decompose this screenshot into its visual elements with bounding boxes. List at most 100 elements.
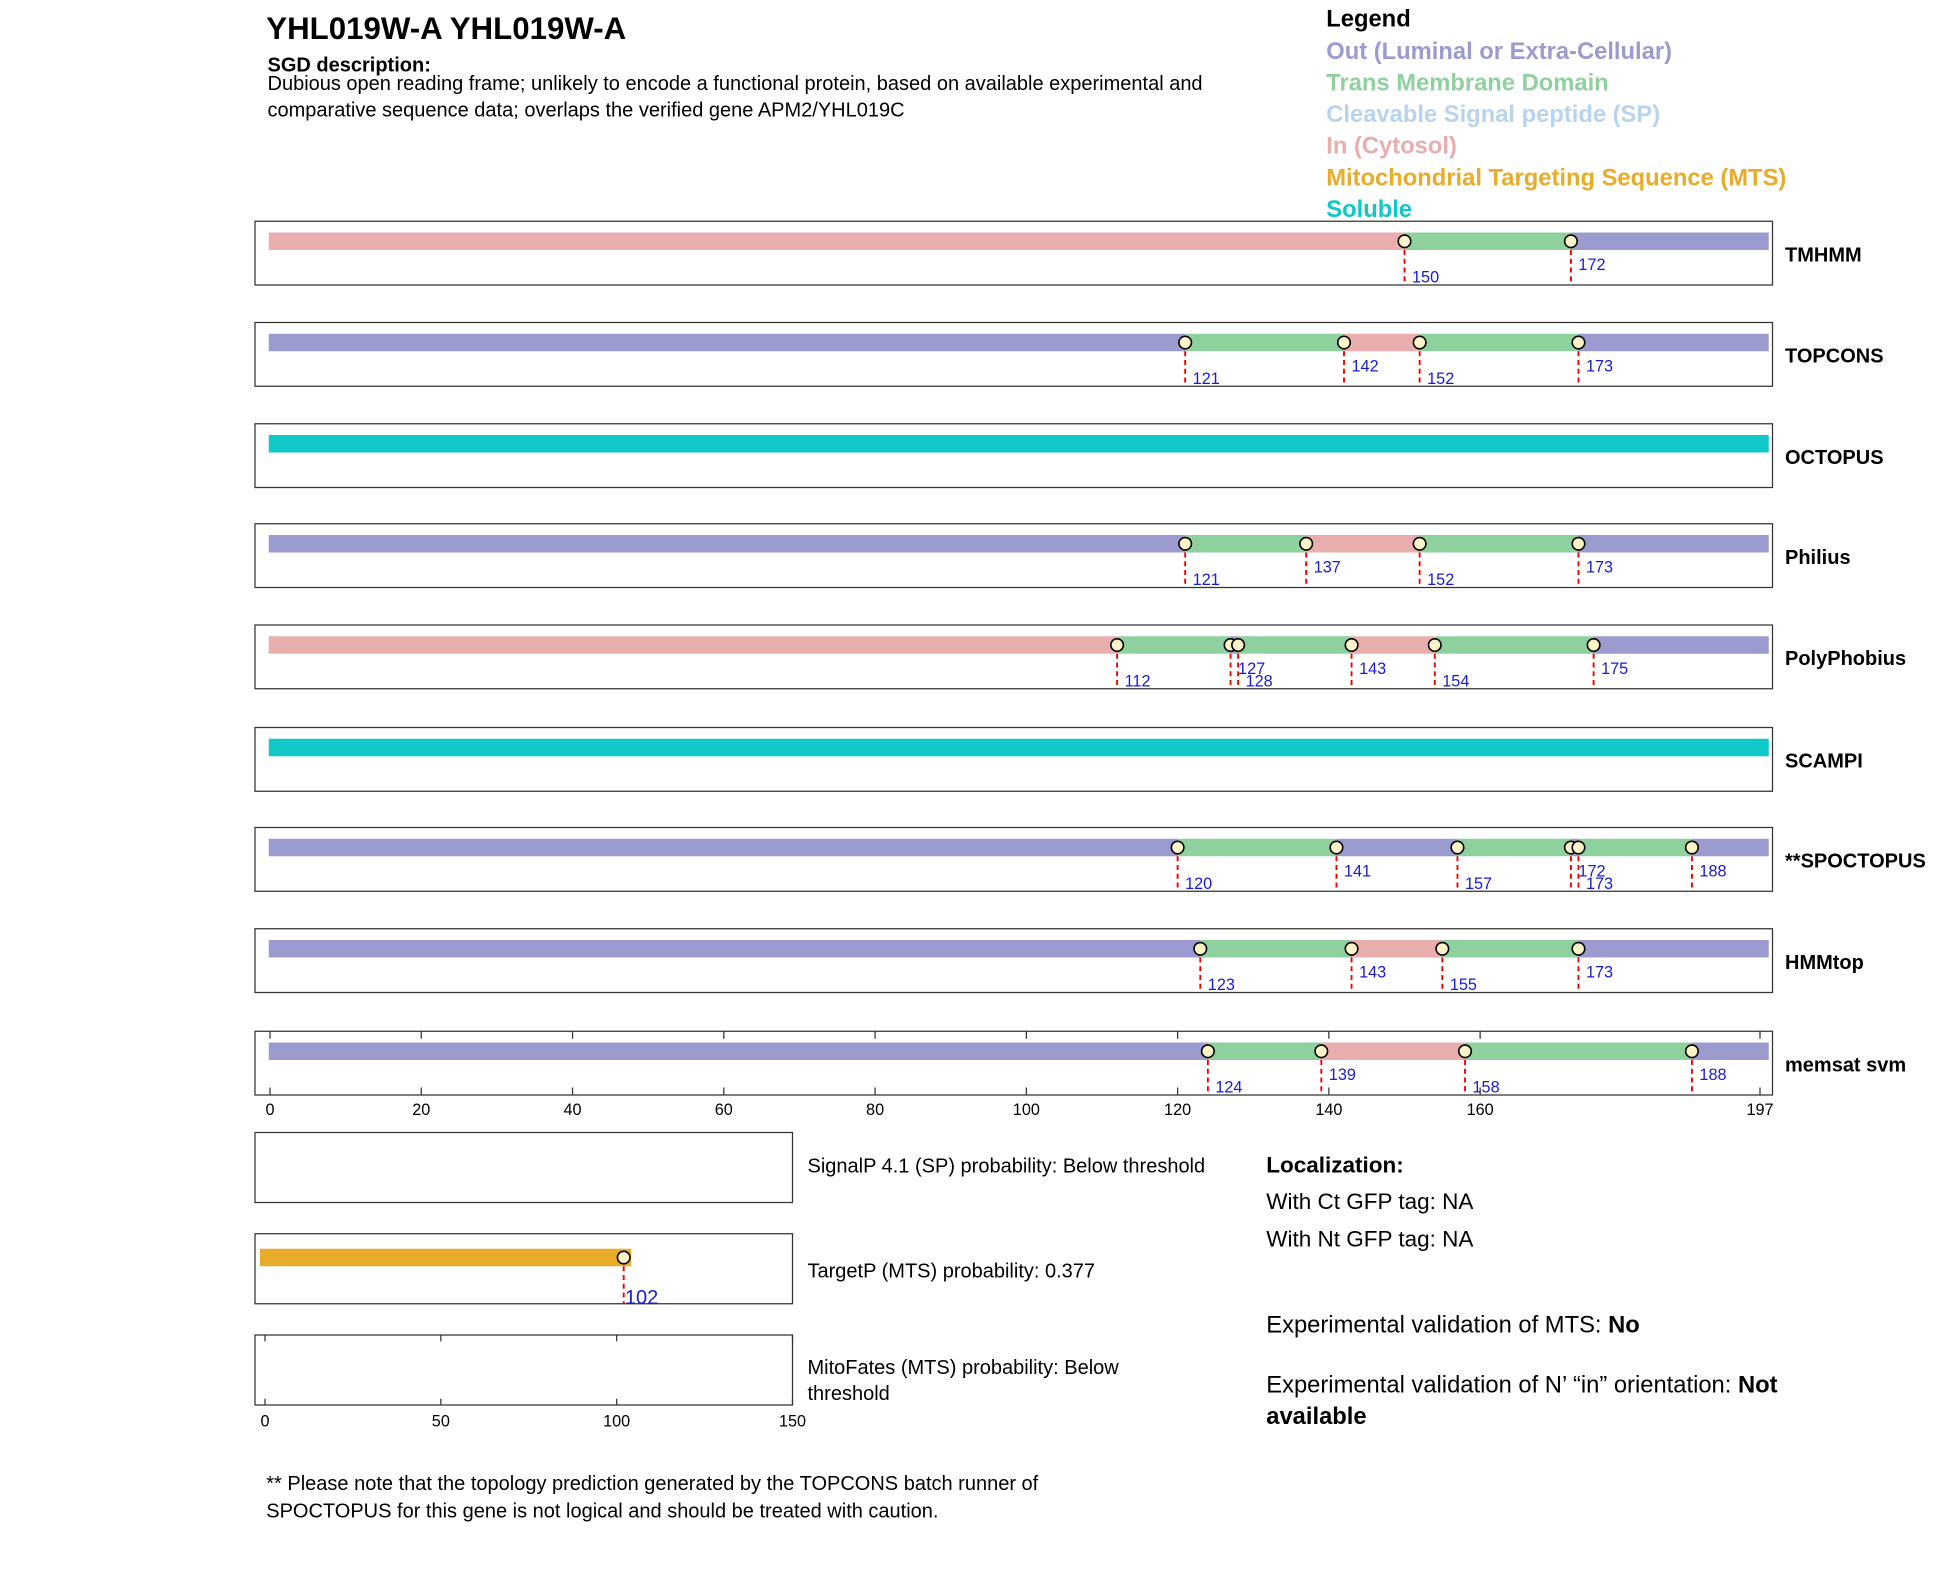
region	[1344, 333, 1420, 352]
x-tick-label: 120	[1164, 1101, 1191, 1119]
x-tick-label: 60	[715, 1101, 733, 1119]
title: YHL019W-A YHL019W-A	[266, 11, 626, 46]
boundary-label: 102	[625, 1287, 658, 1309]
region	[1434, 636, 1594, 654]
boundary-marker	[1344, 941, 1359, 956]
x-tick-label: 197	[1746, 1101, 1773, 1119]
validation-label: Experimental validation of MTS:	[1266, 1312, 1608, 1339]
footnote: ** Please note that the topology predict…	[266, 1473, 1038, 1495]
localization-line: With Nt GFP tag: NA	[1266, 1226, 1473, 1251]
boundary-label: 157	[1465, 875, 1492, 893]
region	[268, 535, 1186, 553]
region	[1578, 535, 1769, 553]
track-name: SCAMPI	[1785, 751, 1863, 773]
boundary-label: 173	[1586, 357, 1613, 375]
desc-label: SGD description:	[268, 54, 431, 76]
boundary-label: 128	[1246, 672, 1273, 690]
x-tick-label: 50	[432, 1412, 450, 1430]
boundary-marker	[1336, 335, 1352, 350]
boundary-marker	[1571, 941, 1586, 956]
boundary-marker	[1684, 1044, 1699, 1059]
boundary-label: 155	[1450, 976, 1477, 994]
region	[268, 940, 1201, 958]
boundary-marker	[616, 1250, 631, 1265]
boundary-label: 152	[1427, 571, 1454, 589]
panel-box	[254, 1334, 794, 1406]
boundary-label: 139	[1329, 1066, 1356, 1084]
panel-box	[254, 1131, 794, 1204]
boundary-marker	[1299, 536, 1314, 551]
region	[1117, 636, 1231, 654]
boundary-marker	[1178, 536, 1193, 551]
boundary-label: 123	[1208, 976, 1235, 994]
track-box	[254, 928, 1774, 994]
region	[268, 232, 1405, 250]
boundary-marker	[1329, 840, 1344, 855]
region	[1419, 333, 1579, 352]
boundary-label: 173	[1586, 875, 1613, 893]
x-tick-label: 20	[412, 1101, 430, 1119]
region	[1691, 1042, 1769, 1060]
region	[1177, 838, 1337, 857]
track-name: **SPOCTOPUS	[1785, 851, 1926, 873]
x-tick-label: 40	[563, 1101, 581, 1119]
region	[268, 333, 1186, 352]
x-tick-label: 0	[265, 1101, 274, 1119]
boundary-label: 143	[1359, 660, 1386, 678]
boundary-marker	[1586, 637, 1601, 653]
mitofates-text: MitoFates (MTS) probability: Below	[808, 1357, 1120, 1379]
region	[1207, 1042, 1322, 1060]
region	[1336, 838, 1458, 857]
signalp-text: SignalP 4.1 (SP) probability: Below thre…	[808, 1156, 1206, 1178]
boundary-marker	[1200, 1044, 1215, 1059]
boundary-marker	[1178, 335, 1193, 350]
boundary-marker	[1344, 637, 1359, 653]
boundary-label: 124	[1215, 1079, 1242, 1097]
track-box	[254, 1030, 1774, 1096]
boundary-marker	[1314, 1044, 1329, 1059]
track-name: HMMtop	[1785, 952, 1864, 974]
mitofates-text: threshold	[808, 1383, 890, 1405]
boundary-marker	[1563, 234, 1578, 249]
region	[1306, 535, 1420, 553]
region	[1200, 940, 1352, 958]
x-tick-label: 160	[1467, 1101, 1494, 1119]
legend-title: Legend	[1326, 5, 1410, 32]
boundary-label: 154	[1442, 672, 1469, 690]
boundary-label: 188	[1699, 1066, 1726, 1084]
boundary-label: 152	[1427, 370, 1454, 388]
boundary-label: 150	[1412, 269, 1439, 287]
region	[268, 738, 1769, 757]
legend-entry: Soluble	[1326, 196, 1412, 223]
track-box	[254, 826, 1774, 892]
boundary-label: 121	[1193, 571, 1220, 589]
track-box	[254, 321, 1774, 387]
mts-region	[260, 1248, 632, 1267]
boundary-marker	[1571, 335, 1586, 350]
track-name: PolyPhobius	[1785, 648, 1906, 670]
region	[1185, 333, 1345, 352]
legend-entry: Mitochondrial Targeting Sequence (MTS)	[1326, 164, 1786, 191]
track-box	[254, 423, 1774, 489]
validation: Experimental validation of MTS: No	[1266, 1312, 1640, 1339]
region	[1419, 535, 1579, 553]
boundary-label: 173	[1586, 559, 1613, 577]
x-tick-label: 140	[1315, 1101, 1342, 1119]
track-name: TMHMM	[1785, 244, 1862, 266]
boundary-marker	[1231, 637, 1246, 653]
x-tick-label: 0	[260, 1412, 269, 1430]
description: Dubious open reading frame; unlikely to …	[268, 73, 1203, 95]
region	[1465, 1042, 1692, 1060]
boundary-marker	[1397, 234, 1412, 249]
region	[1404, 232, 1571, 250]
track-name: memsat svm	[1785, 1054, 1906, 1076]
region	[1578, 333, 1769, 352]
boundary-marker	[1435, 941, 1450, 956]
legend-entry: Out (Luminal or Extra-Cellular)	[1326, 38, 1672, 65]
region	[1238, 636, 1352, 654]
boundary-label: 112	[1125, 672, 1151, 690]
boundary-label: 127	[1238, 660, 1265, 678]
validation-label: Experimental validation of N’ “in” orien…	[1266, 1372, 1738, 1399]
boundary-label: 172	[1578, 862, 1605, 880]
